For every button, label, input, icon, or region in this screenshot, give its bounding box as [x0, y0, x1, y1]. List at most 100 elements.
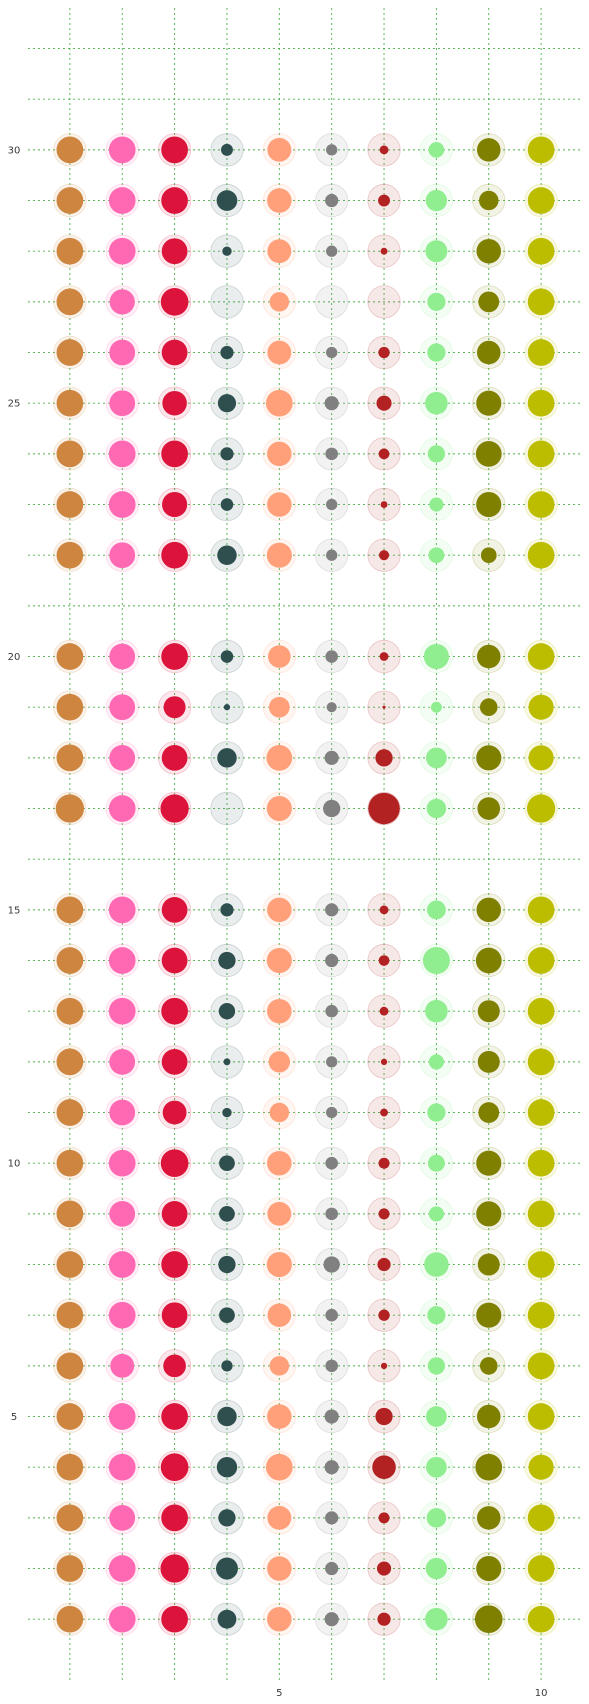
bubble-point	[527, 643, 555, 670]
bubble-point	[430, 701, 442, 713]
bubble-point	[161, 1605, 188, 1633]
bubble-point	[380, 247, 388, 255]
bubble-point	[267, 897, 292, 923]
bubble-point	[162, 491, 188, 518]
bubble-point	[324, 1409, 339, 1424]
bubble-point	[376, 1561, 392, 1576]
bubble-point	[108, 491, 136, 518]
bubble-point	[527, 947, 555, 974]
bubble-point	[428, 1054, 444, 1070]
bubble-point	[217, 1609, 237, 1629]
bubble-point	[217, 1406, 237, 1427]
bubble-point	[475, 440, 502, 467]
y-tick-label: 5	[11, 1412, 17, 1423]
bubble-point	[426, 747, 447, 769]
bubble-point	[425, 999, 448, 1023]
bubble-point	[267, 492, 292, 517]
bubble-point	[429, 497, 444, 512]
bubble-point	[478, 291, 500, 313]
bubble-point	[56, 1048, 84, 1076]
bubble-point	[56, 136, 84, 164]
bubble-point	[161, 187, 188, 214]
bubble-point	[378, 955, 390, 966]
bubble-point	[265, 1453, 293, 1481]
bubble-ring	[315, 285, 349, 319]
bubble-point	[527, 896, 555, 924]
bubble-point	[527, 997, 555, 1025]
bubble-point	[219, 1307, 235, 1324]
bubble-point	[108, 1555, 136, 1582]
bubble-point	[326, 245, 338, 257]
bubble-point	[372, 1455, 396, 1479]
x-tick-label: 5	[276, 1688, 282, 1699]
bubble-point	[56, 896, 84, 924]
bubble-point	[268, 696, 290, 718]
bubble-point	[476, 897, 502, 923]
bubble-point	[326, 1056, 338, 1068]
bubble-point	[527, 389, 555, 417]
bubble-point	[426, 798, 447, 819]
bubble-point	[108, 896, 136, 924]
bubble-point	[325, 1207, 338, 1221]
bubble-point	[527, 1301, 555, 1329]
bubble-point	[221, 1360, 233, 1372]
bubble-point	[110, 1353, 135, 1378]
bubble-point	[108, 795, 136, 822]
bubble-point	[527, 1555, 555, 1582]
bubble-point	[378, 448, 390, 460]
bubble-point	[161, 238, 188, 265]
bubble-point	[368, 792, 400, 825]
bubble-point	[220, 498, 234, 511]
bubble-point	[160, 1554, 189, 1583]
bubble-point	[477, 797, 501, 820]
bubble-point	[379, 652, 389, 661]
bubble-point	[326, 549, 338, 561]
bubble-point	[217, 748, 237, 768]
y-tick-label: 25	[8, 399, 21, 410]
bubble-point	[56, 1504, 84, 1532]
bubble-point	[108, 237, 136, 265]
bubble-point	[109, 289, 135, 315]
bubble-point	[109, 1200, 136, 1227]
bubble-point	[476, 1150, 502, 1176]
bubble-point	[325, 447, 338, 461]
bubble-point	[215, 1557, 238, 1580]
bubble-point	[56, 339, 84, 366]
bubble-markers	[55, 136, 556, 1634]
bubble-point	[56, 389, 84, 417]
bubble-point	[267, 1404, 292, 1429]
bubble-point	[222, 246, 232, 256]
bubble-point	[476, 1302, 502, 1328]
bubble-point	[426, 1508, 447, 1528]
bubble-point	[269, 292, 290, 312]
bubble-point	[219, 1155, 235, 1172]
bubble-point	[426, 1406, 447, 1427]
bubble-point	[526, 794, 556, 823]
bubble-point	[220, 903, 234, 917]
bubble-point	[424, 1252, 449, 1277]
bubble-point	[217, 394, 237, 413]
bubble-point	[380, 1362, 388, 1370]
bubble-point	[163, 696, 186, 719]
bubble-point	[56, 1352, 84, 1380]
bubble-point	[109, 1504, 136, 1531]
bubble-point	[528, 1454, 554, 1480]
bubble-point	[379, 905, 389, 915]
bubble-point	[475, 1453, 503, 1481]
bubble-point	[428, 142, 445, 158]
bubble-ring	[210, 285, 244, 319]
bubble-point	[108, 1251, 136, 1278]
bubble-point	[377, 1612, 391, 1626]
bubble-point	[378, 1208, 390, 1220]
bubble-point	[267, 188, 292, 213]
bubble-point	[56, 1555, 84, 1582]
bubble-point	[108, 1149, 136, 1177]
bubble-point	[324, 1460, 339, 1475]
bubble-point	[326, 1106, 338, 1119]
bubble-point	[474, 1605, 503, 1634]
bubble-point	[326, 346, 338, 359]
bubble-point	[161, 1302, 188, 1329]
bubble-point	[266, 744, 293, 771]
bubble-point	[427, 1103, 446, 1122]
